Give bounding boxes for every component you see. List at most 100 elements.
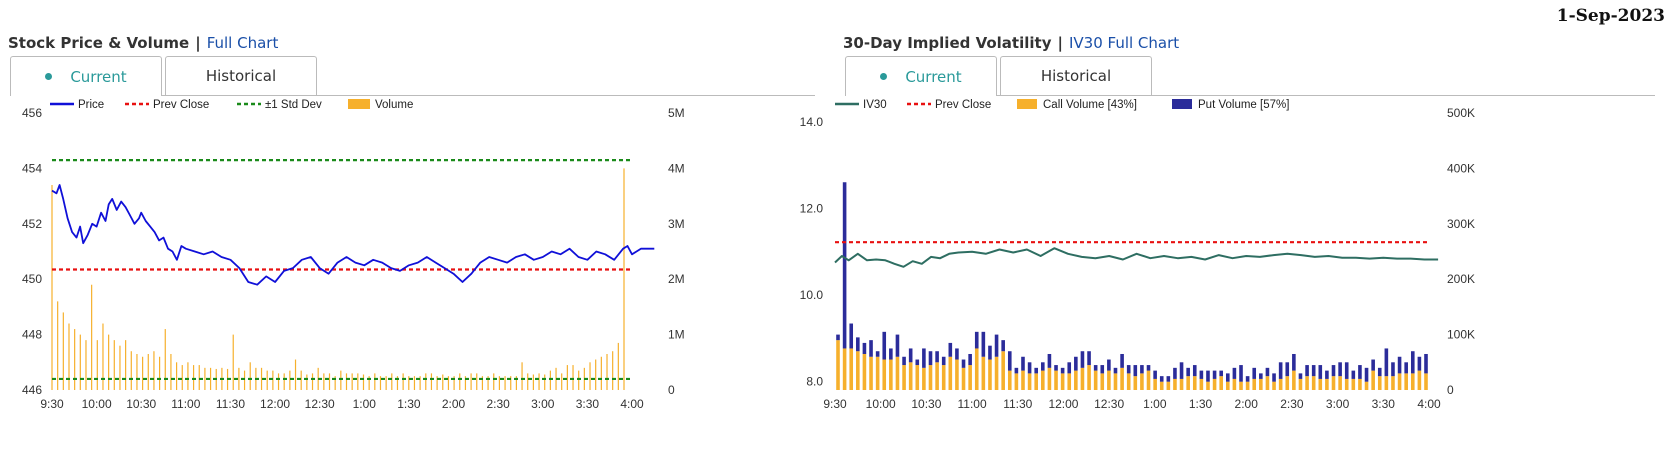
y-tick-label: 456 (22, 106, 42, 120)
legend-volume: Volume (375, 99, 413, 111)
put-volume-bar (1107, 359, 1111, 371)
put-volume-bar (1179, 362, 1184, 379)
call-volume-bar (1159, 381, 1164, 390)
call-volume-bar (889, 359, 893, 390)
put-volume-bar (1318, 365, 1323, 379)
stock-price-chart: Price Prev Close ±1 Std Dev Volume 446 448 450… (22, 99, 685, 411)
call-volume-bar (941, 365, 946, 390)
call-volume-bar (1259, 378, 1263, 390)
y-tick-label: 450 (22, 272, 42, 286)
legend-put-volume-swatch (1172, 99, 1192, 109)
put-volume-bar (1120, 353, 1124, 368)
call-volume-bar (1087, 365, 1091, 390)
put-volume-bar (1199, 370, 1204, 379)
put-volume-bar (862, 342, 867, 354)
call-volume-bar (1014, 373, 1019, 390)
call-volume-bar (1153, 378, 1157, 390)
x-tick-label: 10:30 (911, 397, 941, 411)
call-volume-bar (1252, 378, 1257, 390)
put-volume-bar (1391, 362, 1395, 377)
call-volume-bar (1054, 370, 1058, 390)
put-volume-bar (955, 348, 959, 360)
put-volume-bar (1410, 351, 1415, 374)
call-volume-bar (1239, 381, 1243, 390)
call-volume-bar (1126, 373, 1131, 390)
call-volume-bar (1179, 378, 1184, 390)
full-chart-link[interactable]: Full Chart (206, 34, 279, 52)
call-volume-bar (882, 359, 887, 390)
x-tick-label: 11:30 (216, 397, 245, 411)
call-volume-bar (1331, 376, 1336, 390)
y2-tick-label: 400K (1447, 161, 1475, 175)
put-volume-bar (1272, 373, 1276, 382)
call-volume-bar (1272, 381, 1276, 390)
put-volume-bar (941, 356, 946, 366)
iv30-full-chart-link[interactable]: IV30 Full Chart (1068, 34, 1180, 52)
call-volume-bar (1232, 378, 1237, 390)
call-volume-bar (836, 340, 840, 390)
call-volume-bar (1067, 373, 1072, 390)
legend-call-volume-swatch (1017, 99, 1037, 109)
call-volume-bar (895, 356, 900, 390)
put-volume-bar (935, 351, 939, 363)
call-volume-bar (961, 367, 966, 390)
put-volume-bar (1265, 367, 1270, 377)
put-volume-bar (1067, 362, 1072, 374)
call-volume-bar (981, 356, 986, 390)
call-volume-bar (1292, 370, 1296, 390)
tab-current[interactable]: Current (845, 56, 997, 96)
put-volume-bar (922, 348, 926, 368)
price-series-line (51, 184, 655, 286)
put-volume-bar (1001, 340, 1005, 352)
tab-current[interactable]: Current (10, 56, 162, 96)
call-volume-bar (1093, 370, 1098, 390)
y2-tick-label: 3M (668, 217, 685, 231)
put-volume-bar (1027, 362, 1032, 374)
call-volume-bar (1371, 370, 1375, 390)
call-volume-bar (1007, 370, 1012, 390)
panel-title-text: 30-Day Implied Volatility (843, 34, 1052, 52)
tab-historical-label: Historical (1040, 67, 1112, 85)
call-volume-bar (1199, 378, 1204, 390)
legend-call-volume: Call Volume [43%] (1043, 99, 1137, 111)
y-tick-label: 10.0 (800, 288, 824, 302)
legend-prev-close: Prev Close (153, 99, 209, 111)
call-volume-bar (1060, 373, 1065, 390)
tab-historical[interactable]: Historical (1000, 56, 1152, 95)
x-tick-label: 10:00 (866, 397, 896, 411)
y2-tick-label: 4M (668, 161, 685, 175)
call-volume-bar (1120, 367, 1124, 390)
y-tick-label: 12.0 (800, 201, 824, 215)
put-volume-bar (1014, 367, 1019, 374)
call-volume-bar (1285, 376, 1290, 390)
y2-tick-label: 1M (668, 328, 685, 342)
put-volume-bar (1404, 362, 1408, 374)
call-volume-bar (842, 348, 847, 390)
x-tick-label: 11:30 (1003, 397, 1032, 411)
x-tick-label: 11:00 (171, 397, 200, 411)
put-volume-bar (1371, 359, 1375, 371)
x-tick-label: 12:30 (305, 397, 335, 411)
put-volume-bar (1338, 362, 1342, 377)
y2-tick-label: 200K (1447, 272, 1475, 286)
call-volume-bar (1344, 378, 1349, 390)
tab-bar: Current Historical (10, 56, 815, 96)
x-tick-label: 10:30 (126, 397, 156, 411)
put-volume-bar (1384, 348, 1389, 377)
tab-historical[interactable]: Historical (165, 56, 317, 95)
put-volume-bar (889, 348, 893, 360)
put-volume-bar (1074, 356, 1078, 371)
call-volume-bar (915, 365, 920, 390)
panel-title: Stock Price & Volume | Full Chart (8, 34, 279, 52)
x-tick-label: 3:30 (576, 397, 600, 411)
put-volume-bar (1100, 365, 1105, 374)
call-volume-bar (1311, 376, 1316, 390)
x-tick-label: 2:00 (442, 397, 466, 411)
put-volume-bar (1219, 370, 1223, 377)
call-volume-bar (1325, 378, 1329, 390)
put-volume-bar (968, 353, 972, 366)
legend-volume-swatch (348, 99, 370, 109)
call-volume-bar (856, 351, 860, 390)
put-volume-bar (856, 337, 860, 352)
x-tick-label: 11:00 (958, 397, 987, 411)
